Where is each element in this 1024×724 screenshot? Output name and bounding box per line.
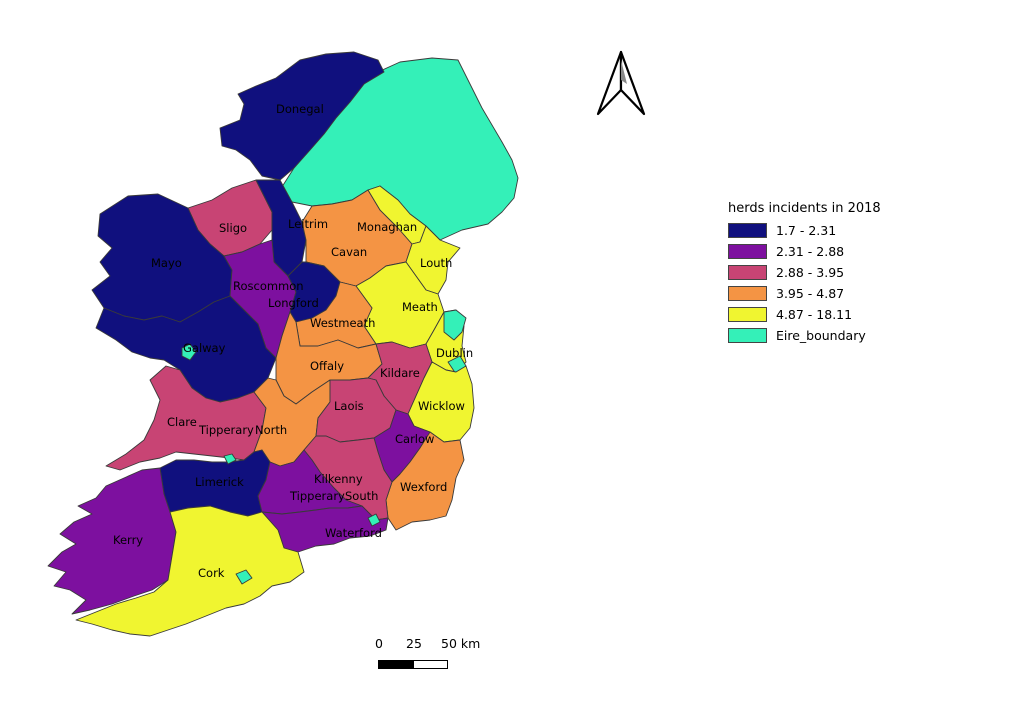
legend-label: Eire_boundary — [776, 327, 866, 343]
legend-swatch — [728, 306, 767, 322]
label-carlow: Carlow — [395, 432, 434, 446]
scale-segment-black — [378, 660, 414, 669]
label-cavan: Cavan — [331, 245, 367, 259]
label-tipperary-south-1: Tipperary — [289, 489, 345, 503]
label-roscommon: Roscommon — [233, 279, 304, 293]
scale-bar: 0 25 50 km — [366, 636, 506, 676]
label-cork: Cork — [198, 566, 225, 580]
label-galway: Galway — [183, 341, 226, 355]
label-longford: Longford — [268, 296, 319, 310]
label-mayo: Mayo — [151, 256, 182, 270]
legend-entry: 2.31 - 2.88 — [728, 242, 881, 260]
label-wexford: Wexford — [400, 480, 447, 494]
eire-boundary-patch-waterford — [367, 513, 381, 527]
legend-label: 2.88 - 3.95 — [776, 264, 845, 280]
label-leitrim: Leitrim — [288, 217, 328, 231]
eire-boundary-patch-cork — [235, 569, 253, 585]
label-limerick: Limerick — [195, 475, 244, 489]
label-tipperary-south-2: South — [345, 489, 378, 503]
legend-swatch — [728, 327, 767, 343]
label-meath: Meath — [402, 300, 438, 314]
legend-swatch — [728, 222, 767, 238]
label-dublin: Dublin — [436, 346, 473, 360]
county-wexford — [385, 431, 465, 531]
scale-label-0: 0 — [375, 636, 383, 651]
legend-swatch — [728, 243, 767, 259]
label-offaly: Offaly — [310, 359, 344, 373]
label-clare: Clare — [167, 415, 197, 429]
label-monaghan: Monaghan — [357, 220, 417, 234]
label-sligo: Sligo — [219, 221, 247, 235]
legend-swatch — [728, 264, 767, 280]
legend-entry: 2.88 - 3.95 — [728, 263, 881, 281]
label-tipperary-north-2: North — [255, 423, 287, 437]
label-donegal: Donegal — [276, 102, 324, 116]
county-cork — [75, 505, 305, 637]
legend-entry: 1.7 - 2.31 — [728, 221, 881, 239]
map-legend: herds incidents in 2018 1.7 - 2.31 2.31 … — [728, 201, 881, 347]
label-laois: Laois — [334, 399, 364, 413]
legend-label: 3.95 - 4.87 — [776, 285, 845, 301]
scale-label-25: 25 — [406, 636, 422, 651]
label-kerry: Kerry — [113, 533, 143, 547]
scale-label-50: 50 km — [441, 636, 481, 651]
legend-label: 4.87 - 18.11 — [776, 306, 853, 322]
legend-entry: 4.87 - 18.11 — [728, 305, 881, 323]
label-tipperary-north-1: Tipperary — [198, 423, 254, 437]
legend-label: 1.7 - 2.31 — [776, 222, 837, 238]
legend-swatch — [728, 285, 767, 301]
north-arrow-icon — [596, 50, 646, 116]
label-westmeath: Westmeath — [310, 316, 375, 330]
county-kerry — [47, 467, 177, 615]
legend-entry: 3.95 - 4.87 — [728, 284, 881, 302]
legend-label: 2.31 - 2.88 — [776, 243, 845, 259]
legend-title: herds incidents in 2018 — [728, 201, 881, 216]
label-louth: Louth — [420, 256, 452, 270]
label-kilkenny: Kilkenny — [314, 472, 363, 486]
eire-boundary-patch-limerick — [223, 453, 237, 465]
label-kildare: Kildare — [380, 366, 420, 380]
county-donegal — [219, 51, 385, 181]
label-waterford: Waterford — [325, 526, 382, 540]
legend-entry: Eire_boundary — [728, 326, 881, 344]
label-wicklow: Wicklow — [418, 399, 465, 413]
scale-segment-white — [413, 660, 448, 669]
eire-boundary-patch-galway — [181, 343, 197, 361]
